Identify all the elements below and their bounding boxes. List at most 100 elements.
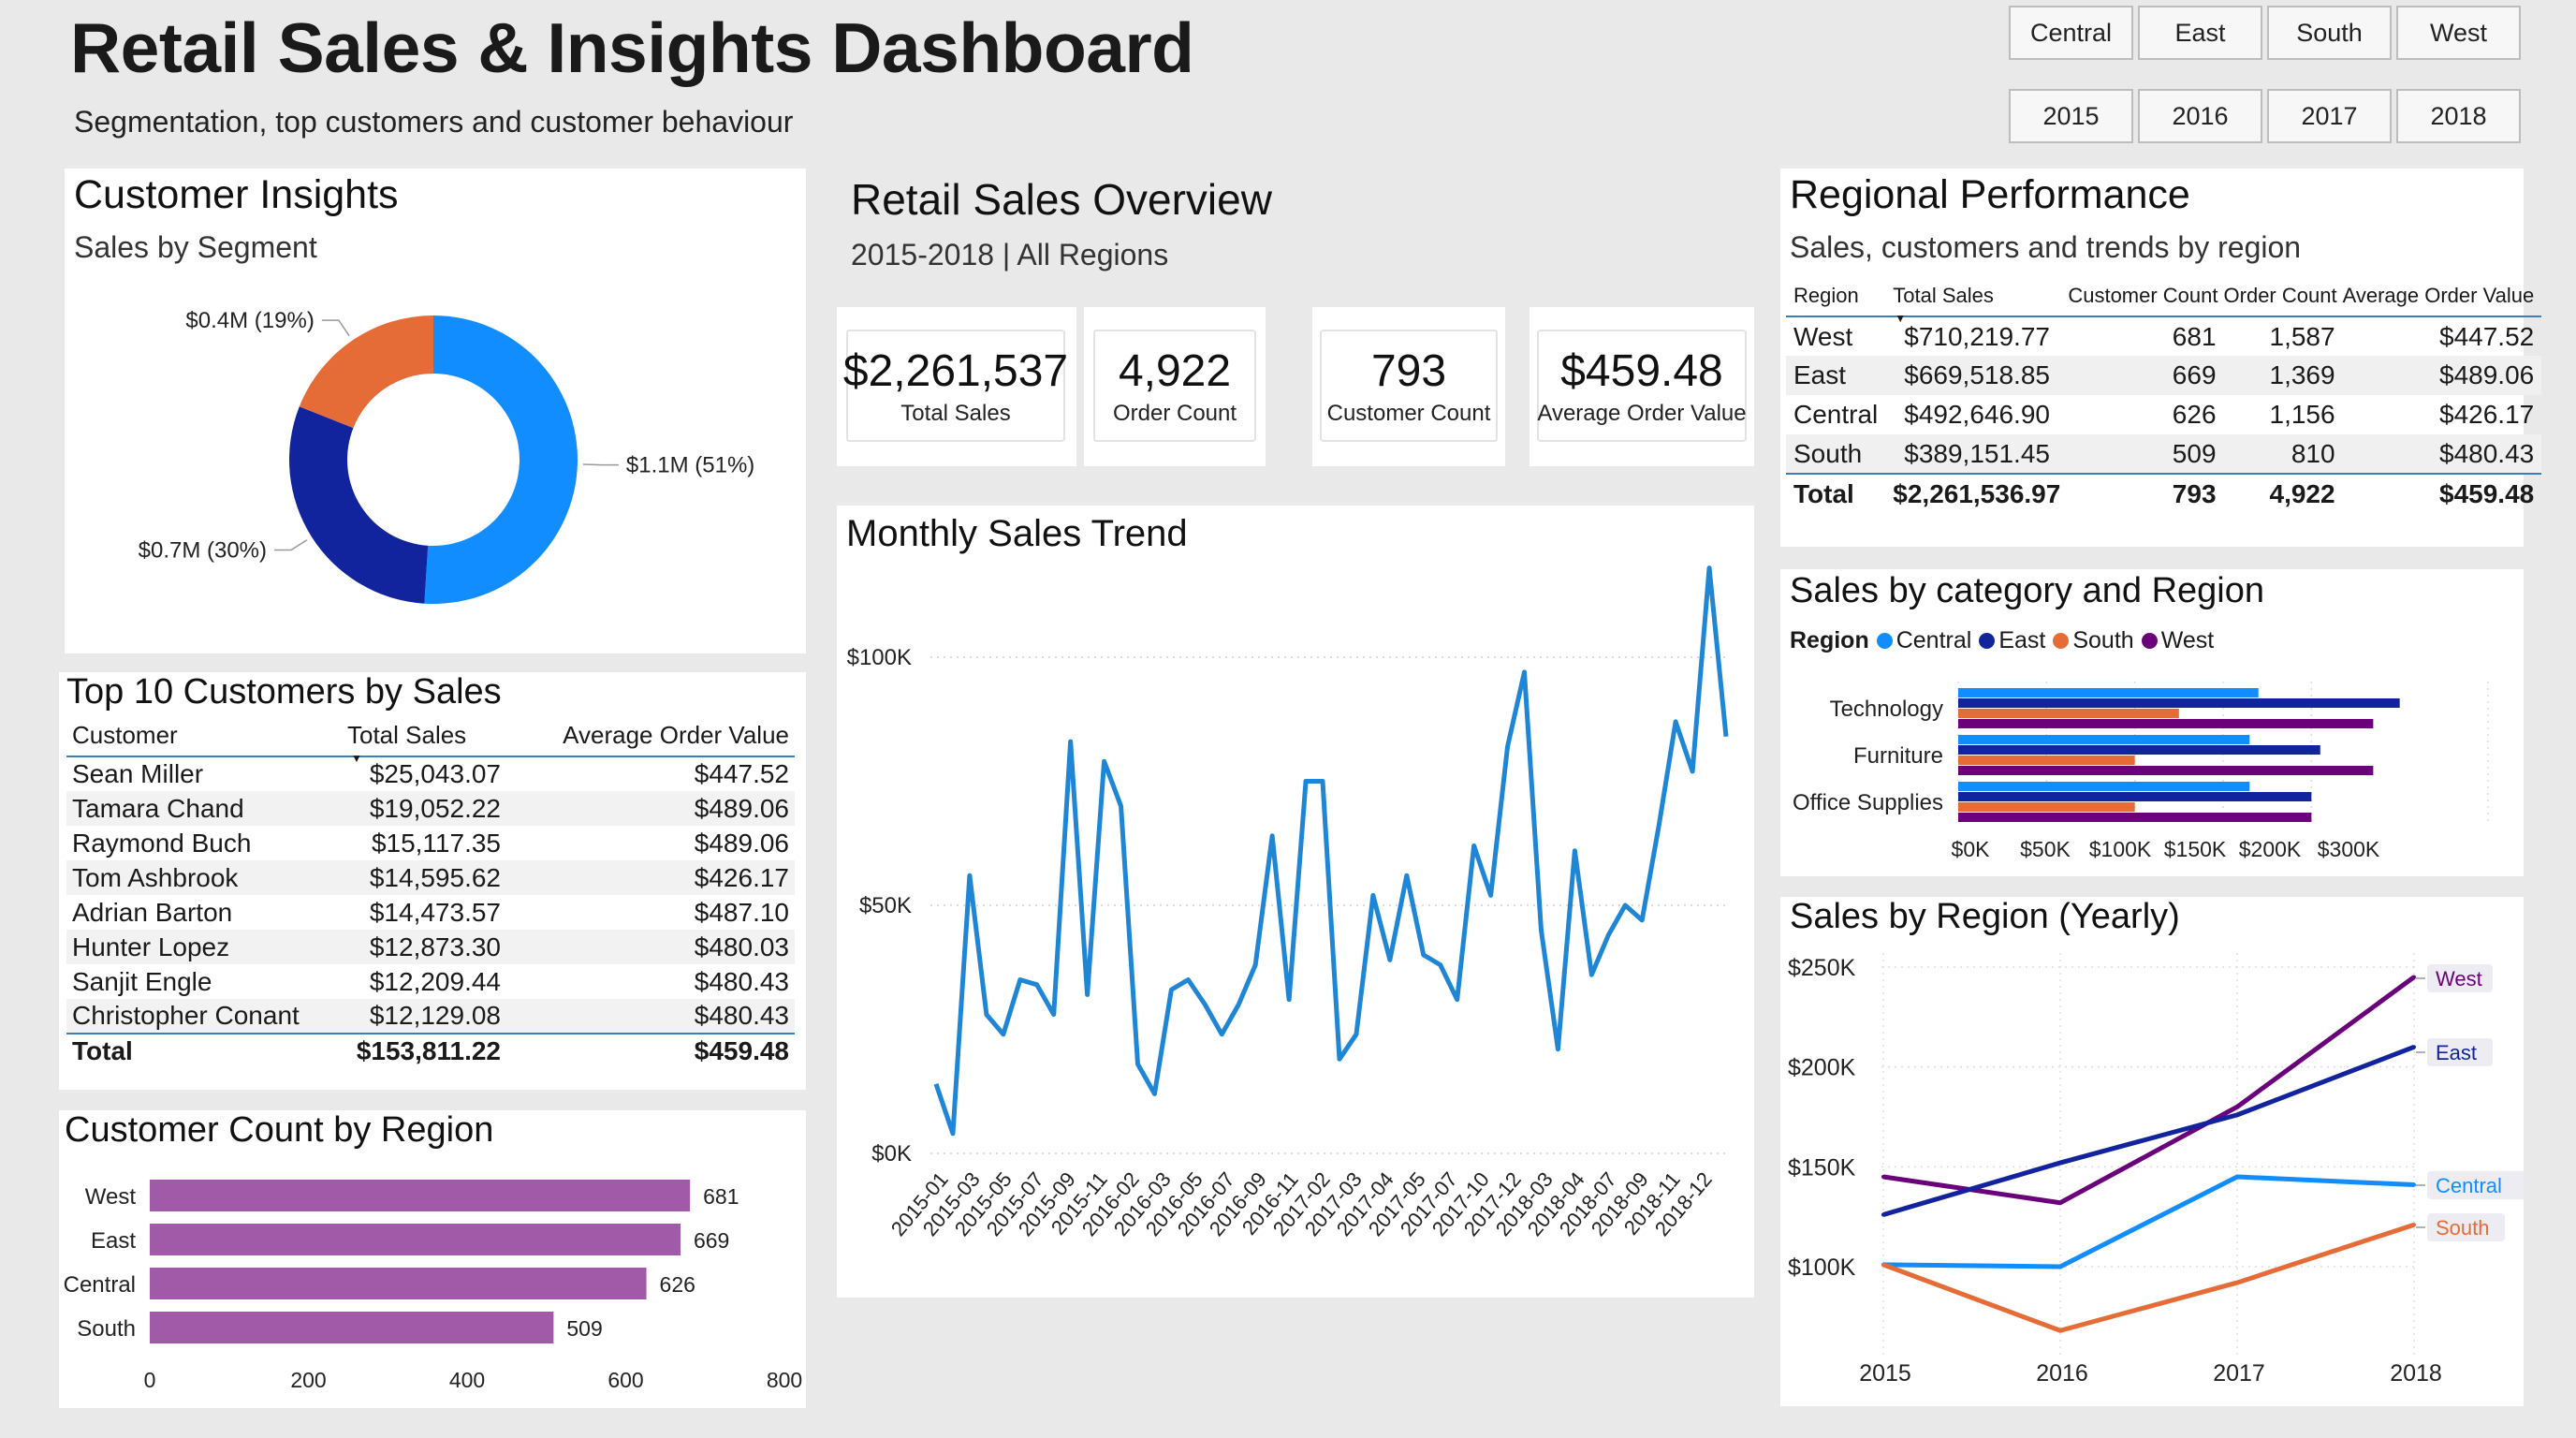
series-line[interactable] (1882, 975, 2416, 1206)
table-row[interactable]: South $389,151.45 509 810 $480.43 (1786, 434, 2542, 474)
data-label: 669 (694, 1228, 729, 1253)
x-tick-label: 400 (449, 1368, 485, 1392)
legend-item-label[interactable]: West (2160, 627, 2215, 653)
table-row[interactable]: Raymond Buch $15,117.35 $489.06 (66, 826, 795, 860)
customer-count-bar[interactable] (150, 1268, 647, 1299)
slicer-year-2018[interactable]: 2018 (2396, 89, 2521, 143)
legend-item-label[interactable]: Central (1895, 627, 1972, 653)
table-row[interactable]: Hunter Lopez $12,873.30 $480.03 (66, 930, 795, 964)
category-bar[interactable] (1958, 709, 2179, 718)
series-point[interactable] (2058, 1200, 2062, 1205)
kpi-order-count: 4,922 Order Count (1093, 330, 1256, 442)
regional-performance-table: Region Total Sales ▼ Customer Count Order… (1786, 273, 2542, 513)
y-tick-label: $100K (1788, 1255, 1856, 1281)
legend-item-label[interactable]: East (1998, 627, 2046, 653)
rp-col-customer-count[interactable]: Customer Count (2068, 284, 2218, 307)
slicer-year-2017[interactable]: 2017 (2267, 89, 2392, 143)
table-row[interactable]: Sanjit Engle $12,209.44 $480.43 (66, 964, 795, 999)
donut-slice[interactable] (299, 315, 433, 429)
donut-slice[interactable] (289, 406, 429, 604)
series-point[interactable] (1881, 1212, 1885, 1217)
table-row[interactable]: Tamara Chand $19,052.22 $489.06 (66, 791, 795, 826)
donut-leader-line (274, 539, 308, 551)
series-point[interactable] (2412, 975, 2416, 979)
table-row[interactable]: Sean Miller $25,043.07 $447.52 (66, 756, 795, 791)
customer-count-bar[interactable] (150, 1180, 691, 1211)
table-row[interactable]: West $710,219.77 681 1,587 $447.52 (1786, 316, 2541, 356)
average-order-value: $489.06 (506, 791, 795, 826)
series-point[interactable] (1881, 1175, 1885, 1179)
customer-insights-title: Customer Insights (74, 172, 399, 217)
rp-col-order-count[interactable]: Order Count (2223, 284, 2337, 307)
x-tick-label: $100K (2089, 837, 2152, 861)
series-line[interactable] (1882, 1174, 2415, 1269)
col-header-aov[interactable]: Average Order Value (563, 721, 789, 749)
table-row[interactable]: Christopher Conant $12,129.08 $480.43 (66, 999, 795, 1034)
col-header-customer[interactable]: Customer (72, 721, 178, 749)
col-header-total-sales[interactable]: Total Sales ▼ (347, 713, 506, 765)
total-sales: $25,043.07 (369, 759, 501, 788)
x-tick-label: 200 (290, 1368, 326, 1392)
x-tick-label: $200K (2239, 837, 2302, 861)
x-tick-label: 600 (607, 1368, 643, 1392)
rp-col-region[interactable]: Region (1793, 284, 1859, 307)
legend-dot-icon (2141, 633, 2158, 649)
slicer-region-east[interactable]: East (2138, 6, 2262, 60)
series-point[interactable] (2058, 1265, 2062, 1269)
series-point[interactable] (2058, 1161, 2062, 1166)
series-line[interactable] (1882, 1222, 2415, 1333)
category-bar[interactable] (1958, 766, 2374, 775)
series-point[interactable] (2058, 1328, 2062, 1333)
table-row[interactable]: Tom Ashbrook $14,595.62 $426.17 (66, 860, 795, 895)
donut-leader-line (321, 319, 350, 337)
series-label: Central (2436, 1174, 2502, 1197)
trend-line[interactable] (933, 565, 1729, 1137)
customer-count-bar[interactable] (150, 1312, 554, 1343)
category-bar[interactable] (1958, 756, 2135, 765)
series-point[interactable] (2412, 1223, 2416, 1227)
donut-slice[interactable] (424, 315, 578, 604)
rp-col-total-sales[interactable]: Total Sales ▼ (1885, 273, 2068, 325)
category-bar[interactable] (1958, 802, 2135, 812)
region-yearly-card: Sales by Region (Yearly) $100K $150K $200K… (1780, 897, 2524, 1406)
series-point[interactable] (2235, 1281, 2239, 1285)
average-order-value: $480.03 (506, 930, 795, 964)
kpi-order-count-value: 4,922 (1118, 345, 1232, 396)
series-point[interactable] (2235, 1105, 2239, 1109)
category-bar[interactable] (1958, 745, 2320, 755)
category-bar[interactable] (1958, 698, 2400, 708)
series-point[interactable] (2412, 1045, 2416, 1049)
category-bar[interactable] (1958, 782, 2250, 791)
legend-dot-icon (2053, 633, 2070, 649)
top-customers-title: Top 10 Customers by Sales (66, 672, 502, 712)
category-bar[interactable] (1958, 813, 2312, 822)
legend-item-label[interactable]: South (2072, 627, 2134, 653)
slicer-region-central[interactable]: Central (2009, 6, 2133, 60)
rp-col-aov[interactable]: Average Order Value (2342, 284, 2535, 307)
total-cell: $459.48 (506, 1033, 795, 1068)
slicer-region-south[interactable]: South (2267, 6, 2392, 60)
region-cell: 626 (2172, 400, 2217, 429)
customer-count-title: Customer Count by Region (65, 1110, 494, 1150)
regional-performance-title: Regional Performance (1790, 172, 2190, 217)
label-box (2427, 1213, 2505, 1241)
series-point[interactable] (2412, 1182, 2416, 1187)
series-point[interactable] (2235, 1175, 2239, 1179)
slicer-region-west[interactable]: West (2396, 6, 2521, 60)
region-cell: 669 (2172, 360, 2217, 389)
table-row[interactable]: Adrian Barton $14,473.57 $487.10 (66, 895, 795, 930)
category-bar[interactable] (1958, 688, 2259, 697)
category-bar[interactable] (1958, 792, 2312, 801)
slicer-year-2016[interactable]: 2016 (2138, 89, 2262, 143)
series-point[interactable] (2235, 1112, 2239, 1117)
kpi-aov-value: $459.48 (1560, 345, 1723, 396)
category-bar[interactable] (1958, 735, 2250, 744)
table-row[interactable]: Central $492,646.90 626 1,156 $426.17 (1786, 395, 2541, 434)
slicer-year-2015[interactable]: 2015 (2009, 89, 2133, 143)
series-point[interactable] (1881, 1262, 1885, 1267)
donut-data-label: $0.4M (19%) (185, 308, 314, 333)
category-bar[interactable] (1958, 719, 2374, 728)
customer-count-bar[interactable] (150, 1224, 681, 1255)
table-row[interactable]: East $669,518.85 669 1,369 $489.06 (1786, 356, 2542, 395)
series-line[interactable] (1882, 1044, 2415, 1217)
